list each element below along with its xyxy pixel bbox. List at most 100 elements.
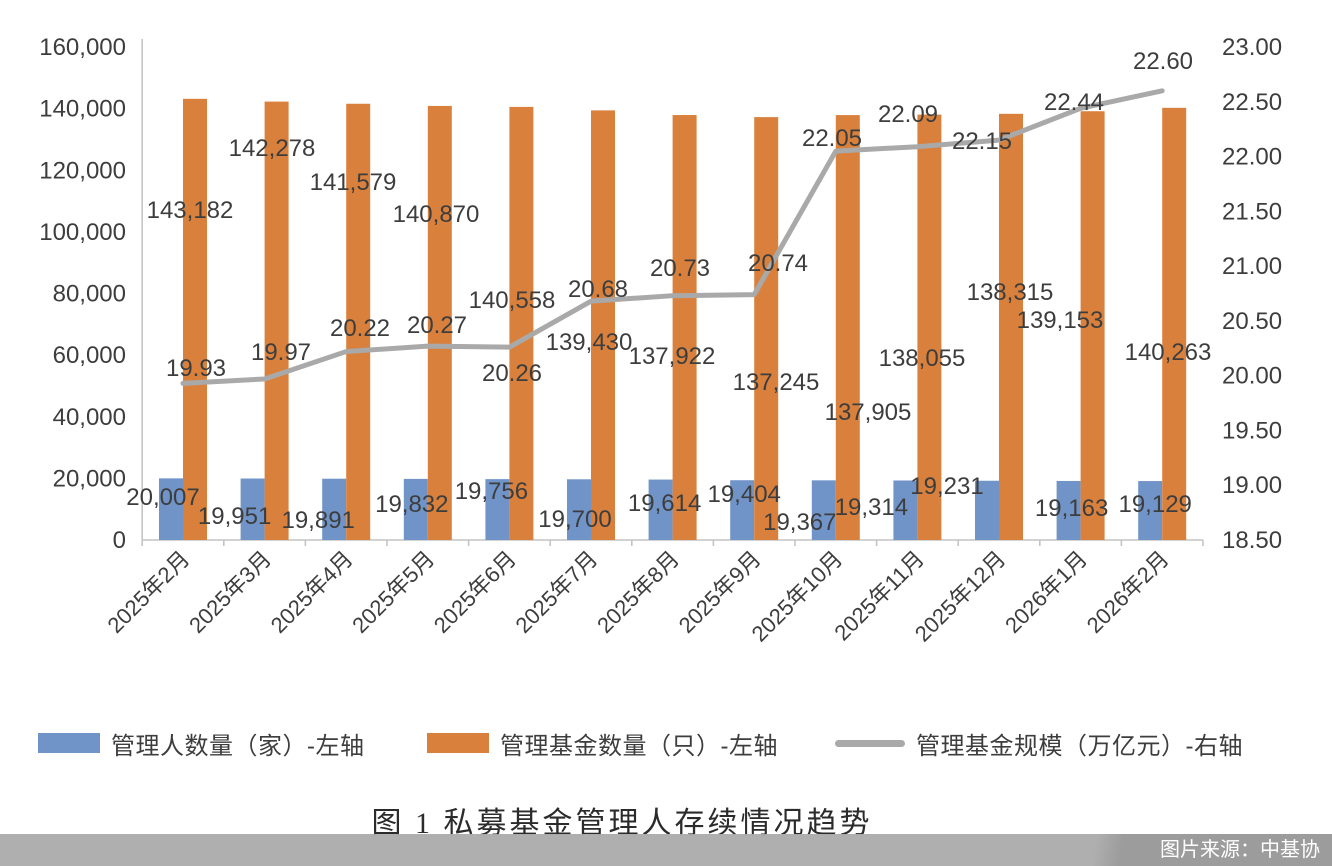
right-axis-tick-label: 21.00 xyxy=(1222,253,1282,280)
fund-bar xyxy=(754,117,779,541)
fund-value-label: 137,245 xyxy=(733,369,820,396)
scale-value-label: 20.68 xyxy=(568,276,628,303)
manager-bar xyxy=(159,478,183,540)
scale-line xyxy=(180,88,1165,386)
legend-label-managers: 管理人数量（家）-左轴 xyxy=(111,732,365,760)
left-axis-tick-label: 20,000 xyxy=(53,465,126,492)
fund-value-label: 137,922 xyxy=(629,343,716,370)
legend-item-scale: 管理基金规模（万亿元）-右轴 xyxy=(835,728,1243,760)
legend-label-funds: 管理基金数量（只）-左轴 xyxy=(500,732,778,760)
manager-bar xyxy=(893,480,918,540)
scale-value-label: 20.74 xyxy=(748,250,808,277)
x-axis-label: 2025年6月 xyxy=(429,546,521,638)
manager-value-label: 20,007 xyxy=(126,484,199,511)
manager-value-label: 19,951 xyxy=(198,503,271,530)
fund-bar xyxy=(835,115,860,541)
fund-value-label: 140,870 xyxy=(393,201,480,228)
left-axis-tick-label: 120,000 xyxy=(39,157,126,184)
x-axis-label: 2025年8月 xyxy=(592,546,684,638)
scale-value-label: 22.09 xyxy=(878,101,938,128)
fund-value-label: 142,278 xyxy=(229,135,316,162)
legend-label-scale: 管理基金规模（万亿元）-右轴 xyxy=(916,732,1243,760)
manager-bar xyxy=(567,479,591,540)
fund-bar xyxy=(999,113,1023,541)
fund-value-label: 138,315 xyxy=(967,279,1054,306)
scale-value-label: 22.44 xyxy=(1044,89,1104,116)
right-axis-tick-label: 20.00 xyxy=(1222,363,1282,390)
right-axis-tick-label: 22.00 xyxy=(1222,144,1282,171)
legend-swatch-scale xyxy=(835,739,905,747)
x-axis-label: 2025年2月 xyxy=(102,546,194,638)
fund-bar xyxy=(591,110,615,540)
scale-value-label: 19.97 xyxy=(251,339,311,366)
manager-bar xyxy=(322,478,347,540)
fund-bar xyxy=(1162,107,1187,540)
right-axis-tick-label: 19.00 xyxy=(1222,472,1282,499)
scale-value-label: 20.22 xyxy=(330,315,390,342)
legend-item-managers: 管理人数量（家）-左轴 xyxy=(38,728,365,760)
fund-value-label: 143,182 xyxy=(147,197,234,224)
right-axis-tick-label: 22.50 xyxy=(1222,89,1282,116)
manager-value-label: 19,404 xyxy=(707,481,780,508)
fund-bar xyxy=(509,106,534,540)
x-axis-label: 2025年7月 xyxy=(510,546,602,638)
fund-bar xyxy=(1080,111,1105,541)
scale-value-label: 22.05 xyxy=(802,125,862,152)
manager-bar xyxy=(240,478,265,540)
manager-value-label: 19,129 xyxy=(1118,491,1191,518)
manager-value-label: 19,891 xyxy=(281,507,354,534)
fund-bar xyxy=(672,115,697,541)
scale-value-label: 22.15 xyxy=(952,128,1012,155)
x-axis-label: 2025年5月 xyxy=(347,546,439,638)
fund-bar xyxy=(917,114,942,540)
manager-bar xyxy=(648,479,673,540)
scale-value-label: 20.27 xyxy=(407,312,467,339)
source-text: 图片来源：中基协 xyxy=(1160,839,1320,861)
right-axis-tick-label: 21.50 xyxy=(1222,198,1282,225)
manager-value-label: 19,700 xyxy=(538,506,611,533)
manager-value-label: 19,231 xyxy=(910,473,983,500)
left-axis-tick-label: 80,000 xyxy=(53,281,126,308)
fund-value-label: 140,558 xyxy=(469,287,556,314)
fund-value-label: 139,430 xyxy=(546,329,633,356)
legend-swatch-funds xyxy=(427,733,489,753)
manager-bar xyxy=(811,480,836,540)
right-axis-tick-label: 19.50 xyxy=(1222,417,1282,444)
left-axis-tick-label: 60,000 xyxy=(53,342,126,369)
scale-value-label: 20.73 xyxy=(650,255,710,282)
legend-swatch-managers xyxy=(38,733,100,753)
manager-bar xyxy=(1056,480,1081,540)
legend-item-funds: 管理基金数量（只）-左轴 xyxy=(427,728,778,760)
fund-value-label: 138,055 xyxy=(879,345,966,372)
manager-bar xyxy=(403,478,428,540)
right-axis-tick-label: 20.50 xyxy=(1222,308,1282,335)
fund-value-label: 139,153 xyxy=(1017,307,1104,334)
fund-value-label: 140,263 xyxy=(1125,339,1212,366)
manager-value-label: 19,367 xyxy=(763,509,836,536)
right-axis-tick-label: 23.00 xyxy=(1222,34,1282,61)
manager-value-label: 19,614 xyxy=(628,490,701,517)
x-axis-label: 2026年2月 xyxy=(1082,546,1174,638)
manager-bar xyxy=(1138,481,1163,540)
fund-bar xyxy=(427,105,452,541)
source-bar: 图片来源：中基协 xyxy=(0,834,1332,866)
fund-bar xyxy=(346,103,371,540)
left-axis-tick-label: 160,000 xyxy=(39,34,126,61)
manager-value-label: 19,163 xyxy=(1035,495,1108,522)
left-axis-tick-label: 40,000 xyxy=(53,404,126,431)
left-axis-tick-label: 140,000 xyxy=(39,96,126,123)
manager-bar xyxy=(975,480,999,540)
scale-value-label: 19.93 xyxy=(166,355,226,382)
manager-value-label: 19,756 xyxy=(455,478,528,505)
left-axis-tick-label: 0 xyxy=(113,527,126,554)
manager-value-label: 19,314 xyxy=(835,494,908,521)
fund-value-label: 137,905 xyxy=(825,399,912,426)
fund-value-label: 141,579 xyxy=(310,169,397,196)
x-axis-label: 2026年1月 xyxy=(1000,546,1092,638)
scale-value-label: 22.60 xyxy=(1133,48,1193,75)
x-axis-label: 2025年3月 xyxy=(184,546,276,638)
scale-value-label: 20.26 xyxy=(482,360,542,387)
manager-bar xyxy=(485,479,510,540)
left-axis-tick-label: 100,000 xyxy=(39,219,126,246)
